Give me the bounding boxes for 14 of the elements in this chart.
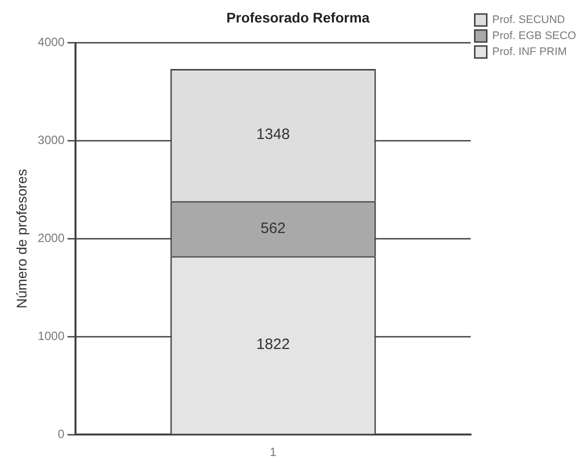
y-tick-label: 2000 [38,231,65,246]
x-tick-label: 1 [270,445,277,460]
legend-label: Prof. INF PRIM [492,46,567,58]
data-label: 1348 [256,126,290,144]
legend-label: Prof. SECUND [492,14,566,26]
y-axis-title: Número de profesores [13,169,30,308]
y-tick-label: 0 [58,426,65,441]
data-label: 562 [260,220,286,237]
legend-label: Prof. EGB SECO [492,30,576,42]
y-tick-label: 3000 [38,133,65,148]
y-tick-label: 4000 [38,35,65,50]
data-label: 1822 [256,336,290,354]
chart-title: Profesorado Reforma [226,9,370,26]
y-tick-label: 1000 [38,328,65,343]
